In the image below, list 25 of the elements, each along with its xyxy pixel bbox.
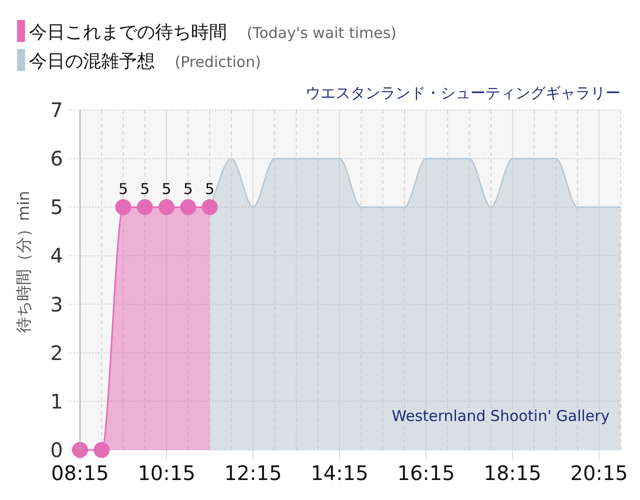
x-tick-label: 10:15: [138, 461, 196, 485]
data-label: 5: [118, 180, 128, 198]
annotation: Westernland Shootin' Gallery: [392, 407, 610, 425]
y-tick-label: 5: [50, 195, 63, 220]
x-tick-label: 12:15: [224, 461, 282, 485]
data-label: 5: [140, 180, 150, 198]
y-axis-title: 待ち時間（分）min: [14, 190, 33, 334]
data-label: 5: [183, 180, 193, 198]
y-tick-label: 1: [50, 389, 63, 414]
y-tick-label: 3: [50, 292, 63, 316]
y-tick-label: 0: [50, 438, 63, 462]
y-tick-label: 4: [50, 244, 63, 268]
x-tick-label: 08:15: [51, 461, 109, 485]
legend-label: 今日これまでの待ち時間 (Today's wait times): [29, 22, 397, 43]
y-tick-label: 6: [50, 146, 63, 171]
x-tick-label: 20:15: [570, 461, 628, 485]
data-label: 5: [162, 180, 172, 198]
legend-label: 今日の混雑予想 (Prediction): [29, 51, 261, 72]
x-tick-label: 14:15: [310, 461, 368, 485]
chart-title: ウエスタンランド・シューティングギャラリー: [306, 84, 621, 102]
y-tick-label: 2: [50, 340, 63, 365]
y-tick-label: 7: [50, 98, 63, 122]
data-label: 5: [204, 180, 215, 198]
x-tick-label: 18:15: [484, 461, 542, 485]
x-tick-label: 16:15: [397, 461, 455, 485]
